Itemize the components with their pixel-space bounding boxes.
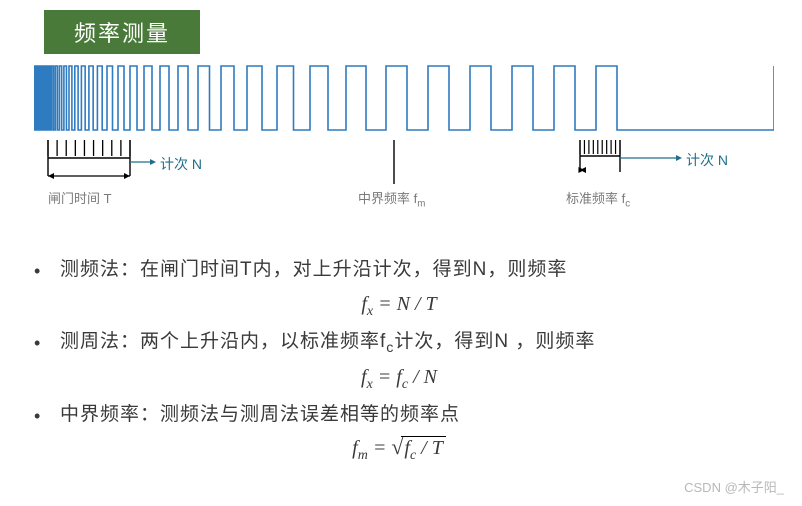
bullet-dot-icon: • xyxy=(34,326,60,359)
bullet-1-text: 测频法：在闸门时间T内，对上升沿计次，得到N，则频率 xyxy=(60,254,764,286)
marker-svg xyxy=(34,140,774,230)
bullet-dot-icon: • xyxy=(34,399,60,432)
formula-1: fx = N / T xyxy=(34,289,764,322)
formula-2: fx = fc / N xyxy=(34,362,764,395)
center-freq-label: 中界频率 fm xyxy=(358,188,425,210)
waveform-diagram xyxy=(34,60,774,140)
bullet-3-text: 中界频率：测频法与测周法误差相等的频率点 xyxy=(60,399,764,431)
title-text: 频率测量 xyxy=(74,21,170,46)
bullet-2-text: 测周法：两个上升沿内，以标准频率fc计次，得到N ，则频率 xyxy=(60,326,764,360)
formula-3: fm = √ fc / T xyxy=(34,433,764,466)
marker-area: 计次 N 闸门时间 T 中界频率 fm 计次 N 标准频率 fc xyxy=(34,140,774,230)
bullet-2: • 测周法：两个上升沿内，以标准频率fc计次，得到N ，则频率 xyxy=(34,326,764,360)
std-freq-label: 标准频率 fc xyxy=(566,188,630,210)
title-bar: 频率测量 xyxy=(44,10,200,54)
bullet-1: • 测频法：在闸门时间T内，对上升沿计次，得到N，则频率 xyxy=(34,254,764,287)
watermark: CSDN @木子阳_ xyxy=(684,477,784,496)
left-count-label: 计次 N xyxy=(160,154,202,174)
bullet-dot-icon: • xyxy=(34,254,60,287)
bullet-3: • 中界频率：测频法与测周法误差相等的频率点 xyxy=(34,399,764,432)
sqrt-expression: √ fc / T xyxy=(391,436,446,463)
content-area: • 测频法：在闸门时间T内，对上升沿计次，得到N，则频率 fx = N / T … xyxy=(34,254,764,470)
gate-time-label: 闸门时间 T xyxy=(48,188,112,207)
waveform-svg xyxy=(34,60,774,140)
right-count-label: 计次 N xyxy=(686,150,728,170)
